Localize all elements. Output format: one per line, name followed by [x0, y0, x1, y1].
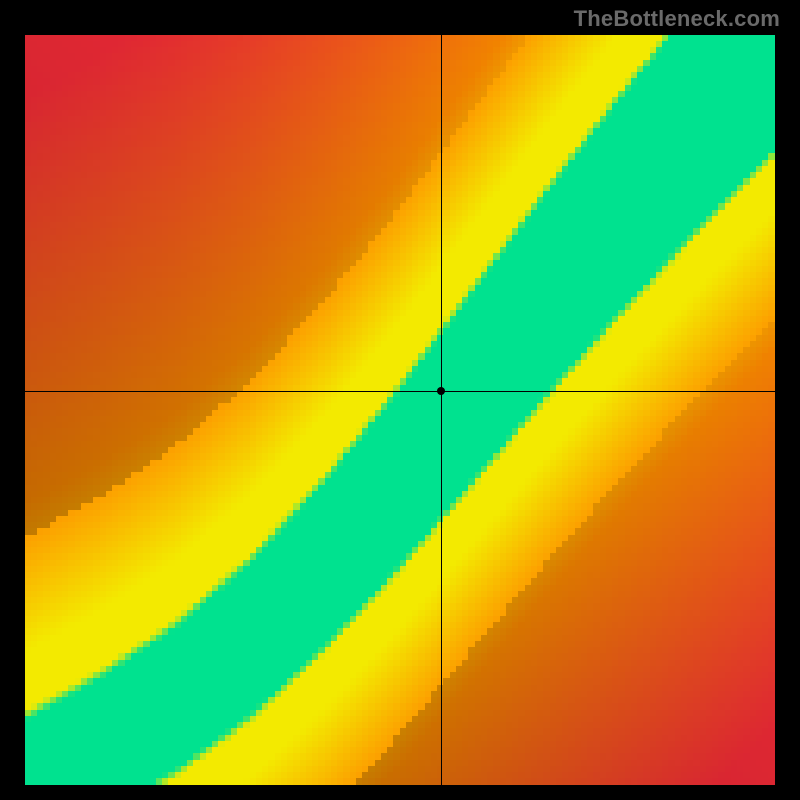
- bottleneck-chart-page: { "watermark": { "text": "TheBottleneck.…: [0, 0, 800, 800]
- crosshair-vertical: [441, 35, 442, 785]
- crosshair-horizontal: [25, 391, 775, 392]
- heatmap-canvas: [25, 35, 775, 785]
- heatmap-plot: [25, 35, 775, 785]
- watermark-text: TheBottleneck.com: [574, 6, 780, 32]
- crosshair-dot: [437, 387, 445, 395]
